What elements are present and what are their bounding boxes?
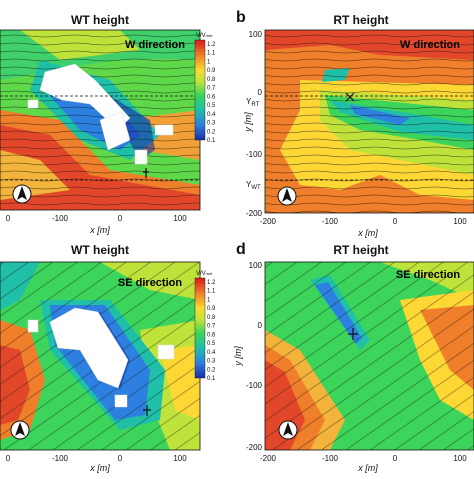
panel-b-letter: b	[236, 9, 246, 26]
panel-d-letter: d	[236, 241, 246, 258]
tick-label: 0	[6, 214, 11, 223]
tick-label: 0	[258, 321, 263, 330]
colorbar-tick-label: 1	[207, 298, 211, 304]
panel-d-ylabel: y [m]	[233, 346, 243, 367]
panel-c: WT height SE direction	[0, 243, 216, 473]
tick-label: -100	[246, 150, 263, 159]
tick-label: -200	[260, 454, 277, 463]
colorbar-title: V/Vmet	[196, 33, 213, 39]
tick-label: 100	[453, 454, 467, 463]
marker-yrt: YRT	[246, 97, 260, 108]
panel-a-xticks: 0 -100 0 100	[6, 214, 187, 223]
colorbar-tick-label: 1	[207, 60, 211, 66]
tick-label: -200	[246, 443, 263, 452]
tick-label: -100	[52, 214, 69, 223]
colorbar-c: V/Vmet 1.2 1.1 1 0.9 0.8 0.7 0.6 0.5 0.4 0.3 0.2 0.…	[194, 271, 216, 382]
tick-label: 0	[118, 214, 123, 223]
panel-c-field	[0, 262, 200, 450]
tick-label: 100	[453, 217, 467, 226]
panel-d-direction: SE direction	[396, 269, 460, 281]
colorbar-tick-label: 0.8	[207, 315, 216, 321]
colorbar-tick-label: 0.8	[207, 77, 216, 83]
panel-b-field	[265, 30, 474, 213]
tick-label: 0	[258, 88, 263, 97]
panel-c-xticks: 0 -100 0 100	[6, 454, 187, 463]
north-arrow-c	[10, 420, 30, 440]
panel-d-xticks: -200 -100 0 100	[260, 454, 467, 463]
panel-a-field	[0, 30, 200, 210]
tick-label: 0	[393, 217, 398, 226]
colorbar-tick-label: 0.1	[207, 376, 216, 382]
tick-label: 0	[393, 454, 398, 463]
panel-b-xticks: -200 -100 0 100	[260, 217, 467, 226]
colorbar-tick-label: 0.7	[207, 86, 216, 92]
panel-b-title: RT height	[333, 13, 388, 27]
colorbar-tick-label: 1.2	[207, 280, 216, 286]
panel-c-xlabel: x [m]	[89, 463, 110, 473]
tick-label: -100	[246, 381, 263, 390]
tick-label: -100	[322, 454, 339, 463]
north-arrow-b	[277, 186, 297, 206]
colorbar-a: V/Vmet 1.2 1.1 1 0.9 0.8 0.7 0.6 0.5 0.4 0.3 0.2 0.…	[194, 33, 216, 144]
tick-label: -100	[322, 217, 339, 226]
panel-b-ylabel: y [m]	[243, 112, 253, 133]
panel-b-yticks: 100 0 -100 -200	[246, 30, 263, 218]
colorbar-tick-label: 1.2	[207, 42, 216, 48]
tick-label: -200	[246, 209, 263, 218]
tick-label: 100	[173, 454, 187, 463]
colorbar-tick-label: 0.1	[207, 138, 216, 144]
colorbar-tick-label: 0.4	[207, 112, 216, 118]
tick-label: 100	[249, 30, 263, 39]
colorbar-tick-label: 1.1	[207, 289, 216, 295]
panel-a-title: WT height	[71, 13, 129, 27]
panel-b: b RT height W direction 100 0 -100 -200	[236, 9, 474, 238]
colorbar-tick-label: 0.9	[207, 68, 216, 74]
colorbar-tick-label: 1.1	[207, 51, 216, 57]
panel-c-title: WT height	[71, 243, 129, 257]
colorbar-tick-label: 0.3	[207, 359, 216, 365]
panel-d: d RT height SE direction 100 0 -100 -200	[233, 241, 474, 473]
colorbar-ticks: 1.2 1.1 1 0.9 0.8 0.7 0.6 0.5 0.4 0.3 0.2 0.1	[207, 280, 216, 382]
tick-label: 0	[118, 454, 123, 463]
panel-a-direction: W direction	[125, 39, 185, 51]
colorbar-tick-label: 0.4	[207, 350, 216, 356]
colorbar-ticks: 1.2 1.1 1 0.9 0.8 0.7 0.6 0.5 0.4 0.3 0.2 0.1	[207, 42, 216, 144]
marker-ywt: YWT	[246, 180, 261, 191]
colorbar-tick-label: 0.7	[207, 324, 216, 330]
colorbar-tick-label: 0.6	[207, 332, 216, 338]
tick-label: 100	[249, 261, 263, 270]
north-arrow-d	[278, 420, 298, 440]
panel-d-xlabel: x [m]	[357, 463, 378, 473]
colorbar-tick-label: 0.6	[207, 94, 216, 100]
north-arrow-a	[12, 184, 32, 204]
tick-label: 0	[6, 454, 11, 463]
colorbar-tick-label: 0.3	[207, 121, 216, 127]
colorbar-tick-label: 0.2	[207, 129, 216, 135]
panel-a-xlabel: x [m]	[89, 225, 110, 235]
colorbar-tick-label: 0.9	[207, 306, 216, 312]
panel-b-xlabel: x [m]	[357, 228, 378, 238]
panel-d-title: RT height	[333, 243, 388, 257]
panel-d-field	[265, 262, 474, 450]
panel-b-direction: W direction	[400, 39, 460, 51]
tick-label: 100	[173, 214, 187, 223]
colorbar-tick-label: 0.2	[207, 367, 216, 373]
panel-a: WT height	[0, 13, 216, 235]
panel-d-yticks: 100 0 -100 -200	[246, 261, 263, 452]
tick-label: -100	[52, 454, 69, 463]
panel-c-direction: SE direction	[118, 277, 182, 289]
colorbar-title: V/Vmet	[196, 271, 213, 277]
colorbar-tick-label: 0.5	[207, 341, 216, 347]
colorbar-tick-label: 0.5	[207, 103, 216, 109]
tick-label: -200	[260, 217, 277, 226]
